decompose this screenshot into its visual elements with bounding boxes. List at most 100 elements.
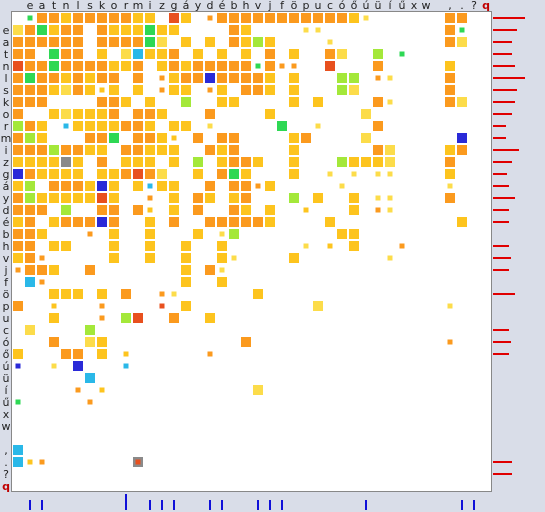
heatmap-cell <box>37 145 47 155</box>
heatmap-cell <box>97 181 107 191</box>
heatmap-cell <box>445 157 455 167</box>
heatmap-cell <box>157 61 167 71</box>
heatmap-cell <box>49 217 59 227</box>
heatmap-cell <box>13 25 23 35</box>
heatmap-cell <box>217 73 227 83</box>
heatmap-cell <box>97 349 107 359</box>
heatmap-cell <box>25 145 35 155</box>
heatmap-cell <box>229 157 239 167</box>
heatmap-cell <box>61 85 71 95</box>
heatmap-cell <box>145 133 155 143</box>
heatmap-cell <box>169 49 179 59</box>
heatmap-cell <box>160 304 165 309</box>
heatmap-cell <box>160 76 165 81</box>
heatmap-cell <box>193 193 203 203</box>
heatmap-cell <box>13 301 23 311</box>
row-total-bar <box>493 209 509 211</box>
heatmap-cell <box>25 25 35 35</box>
heatmap-cell <box>97 49 107 59</box>
column-label: ü <box>375 0 382 12</box>
heatmap-cell <box>13 133 23 143</box>
heatmap-cell <box>61 109 71 119</box>
heatmap-cell <box>133 133 143 143</box>
heatmap-cell <box>193 169 203 179</box>
heatmap-cell <box>109 73 119 83</box>
heatmap-cell <box>349 205 359 215</box>
heatmap-cell <box>145 217 155 227</box>
heatmap-cell <box>25 193 35 203</box>
heatmap-cell <box>400 244 405 249</box>
column-label: ú <box>363 0 370 12</box>
heatmap-cell <box>85 13 95 23</box>
column-label: f <box>280 0 285 12</box>
heatmap-cell <box>325 49 335 59</box>
heatmap-cell <box>157 37 167 47</box>
heatmap-cell <box>265 181 275 191</box>
heatmap-cell <box>37 61 47 71</box>
heatmap-cell <box>109 193 119 203</box>
heatmap-cell <box>25 157 35 167</box>
heatmap-cell <box>49 193 59 203</box>
heatmap-cell <box>376 196 381 201</box>
heatmap-cell <box>181 277 191 287</box>
heatmap-cell <box>148 208 153 213</box>
column-label: t <box>52 0 57 12</box>
heatmap-cell <box>13 445 23 455</box>
heatmap-cell <box>229 133 239 143</box>
row-total-bar <box>493 185 509 187</box>
heatmap-cell <box>265 205 275 215</box>
heatmap-cell <box>49 169 59 179</box>
heatmap-cell <box>241 25 251 35</box>
heatmap-cell <box>49 145 59 155</box>
heatmap-cell <box>289 157 299 167</box>
column-label: z <box>159 0 165 12</box>
heatmap-cell <box>145 97 155 107</box>
heatmap-cell <box>445 61 455 71</box>
heatmap-cell <box>376 76 381 81</box>
heatmap-cell <box>133 13 143 23</box>
heatmap-cell <box>157 169 167 179</box>
column-label: e <box>27 0 34 12</box>
heatmap-cell <box>109 37 119 47</box>
heatmap-cell <box>25 277 35 287</box>
heatmap-cell <box>88 400 93 405</box>
column-label: h <box>243 0 250 12</box>
row-total-bar <box>493 293 515 295</box>
heatmap-cell <box>241 193 251 203</box>
heatmap-cell <box>85 85 95 95</box>
heatmap-cell <box>97 337 107 347</box>
heatmap-cell <box>13 193 23 203</box>
heatmap-cell <box>73 13 83 23</box>
heatmap-cell <box>97 169 107 179</box>
heatmap-cell <box>100 388 105 393</box>
heatmap-cell <box>217 157 227 167</box>
heatmap-cell <box>13 241 23 251</box>
heatmap-cell <box>109 241 119 251</box>
heatmap-cell <box>289 13 299 23</box>
heatmap-cell <box>13 109 23 119</box>
heatmap-cell <box>169 13 179 23</box>
heatmap-cell <box>145 253 155 263</box>
row-total-bar <box>493 473 512 475</box>
heatmap-cell <box>253 289 263 299</box>
heatmap-cell <box>229 145 239 155</box>
heatmap-cell <box>337 157 347 167</box>
heatmap-cell <box>49 85 59 95</box>
heatmap-cell <box>85 61 95 71</box>
heatmap-cell <box>85 145 95 155</box>
heatmap-cell <box>157 145 167 155</box>
heatmap-cell <box>37 73 47 83</box>
heatmap-cell <box>97 25 107 35</box>
heatmap-cell <box>145 241 155 251</box>
column-label: á <box>183 0 190 12</box>
heatmap-cell <box>49 37 59 47</box>
heatmap-cell <box>121 13 131 23</box>
heatmap-cell <box>73 49 83 59</box>
heatmap-cell <box>61 169 71 179</box>
heatmap-cell <box>25 121 35 131</box>
heatmap-cell <box>73 73 83 83</box>
heatmap-cell <box>241 49 251 59</box>
heatmap-cell <box>145 49 155 59</box>
column-label: l <box>76 0 79 12</box>
